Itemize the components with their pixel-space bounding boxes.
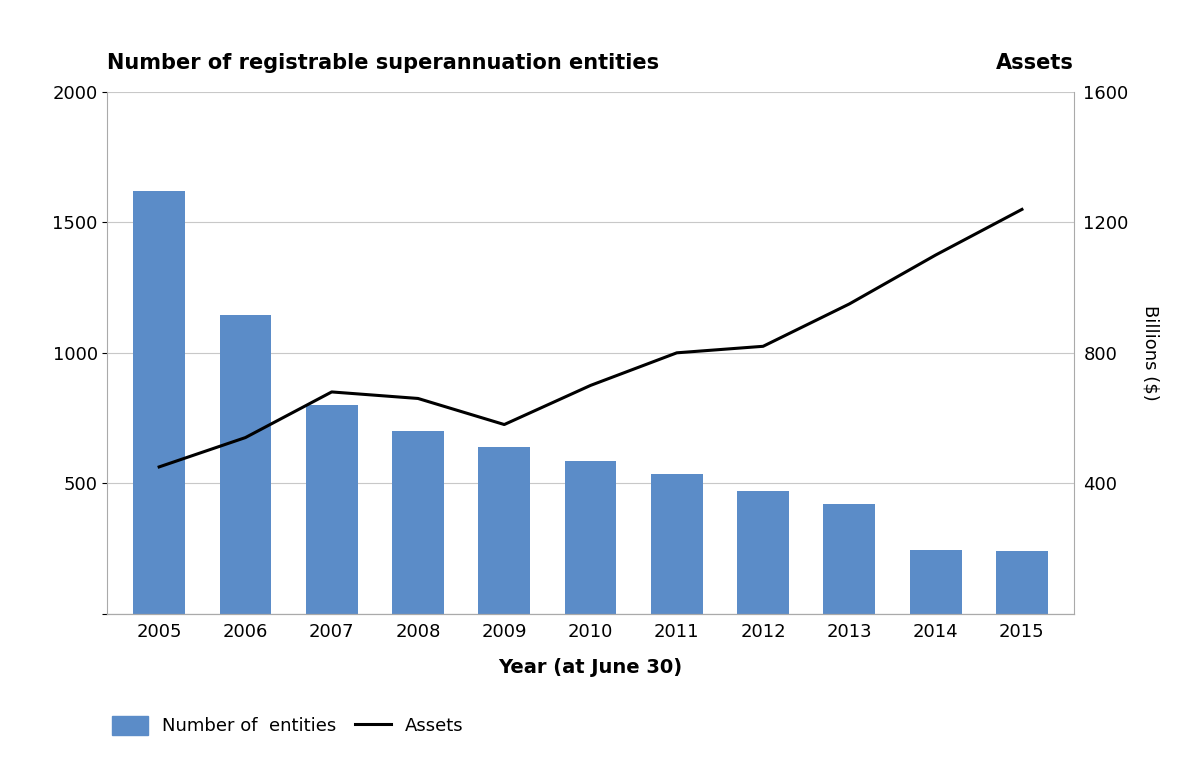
Bar <box>478 446 530 614</box>
Text: Number of registrable superannuation entities: Number of registrable superannuation ent… <box>107 53 660 73</box>
Bar <box>392 431 444 614</box>
Legend: Number of  entities, Assets: Number of entities, Assets <box>105 709 471 742</box>
Bar <box>134 191 185 614</box>
Bar <box>737 491 789 614</box>
Y-axis label: Billions ($): Billions ($) <box>1142 305 1160 400</box>
Bar <box>910 550 962 614</box>
Bar <box>651 474 703 614</box>
Bar <box>220 315 271 614</box>
Bar <box>564 461 617 614</box>
Bar <box>996 551 1047 614</box>
Text: Assets: Assets <box>996 53 1074 73</box>
Bar <box>823 504 876 614</box>
X-axis label: Year (at June 30): Year (at June 30) <box>499 658 682 677</box>
Bar <box>305 405 358 614</box>
